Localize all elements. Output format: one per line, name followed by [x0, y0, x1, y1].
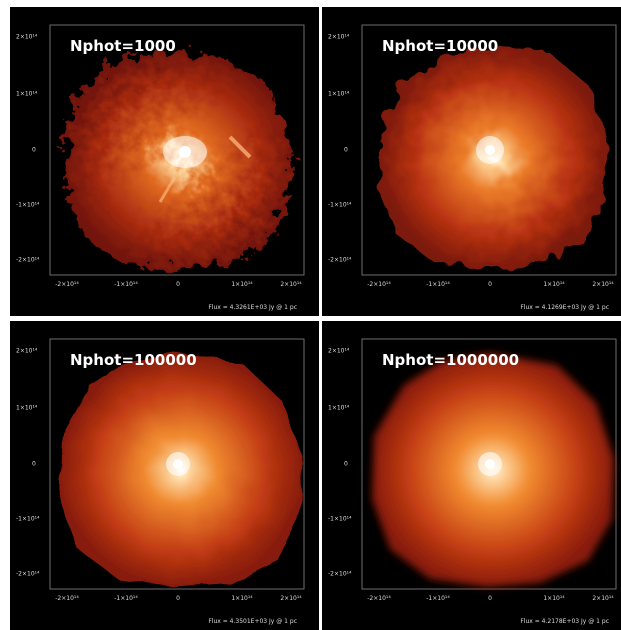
panel-image-10000 — [361, 24, 617, 276]
y-tick-label: 2×10¹⁴ — [328, 33, 350, 41]
x-tick-label: 0 — [488, 281, 492, 288]
x-tick-label: -1×10¹⁴ — [426, 281, 450, 288]
y-tick-label: -1×10¹⁴ — [16, 515, 40, 523]
y-tick-label: 0 — [32, 146, 36, 154]
flux-label: Flux = 4.1269E+03 Jy @ 1 pc — [520, 304, 609, 311]
y-tick-label: 1×10¹⁴ — [16, 90, 38, 98]
y-tick-label: -2×10¹⁴ — [328, 256, 352, 264]
flux-label: Flux = 4.3261E+03 Jy @ 1 pc — [208, 304, 297, 311]
y-tick-label: 1×10¹⁴ — [16, 404, 38, 412]
x-tick-label: 0 — [176, 595, 180, 602]
y-tick-label: -1×10¹⁴ — [16, 201, 40, 209]
flux-label: Flux = 4.2178E+03 Jy @ 1 pc — [520, 618, 609, 625]
panel-image-1000 — [49, 24, 305, 276]
streak — [158, 176, 177, 203]
image-panel-nphot-1000000: Nphot=1000000 Flux = 4.2178E+03 Jy @ 1 p… — [322, 321, 621, 630]
y-tick-label: 2×10¹⁴ — [16, 347, 38, 355]
y-tick-label: 0 — [32, 460, 36, 468]
image-panel-nphot-100000: Nphot=100000 Flux = 4.3501E+03 Jy @ 1 pc… — [10, 321, 319, 630]
panel-image-1000000 — [361, 338, 617, 590]
plot-frame — [361, 24, 617, 276]
x-tick-label: 0 — [488, 595, 492, 602]
central-star — [173, 459, 183, 469]
panel-image-100000 — [49, 338, 305, 590]
streak — [228, 135, 252, 159]
x-tick-label: -2×10¹⁴ — [367, 281, 391, 288]
panel-title: Nphot=100000 — [70, 351, 197, 369]
x-tick-label: 1×10¹⁴ — [231, 281, 253, 288]
y-tick-label: 1×10¹⁴ — [328, 404, 350, 412]
y-tick-label: -2×10¹⁴ — [328, 570, 352, 578]
x-tick-label: 1×10¹⁴ — [231, 595, 253, 602]
x-tick-label: 2×10¹⁴ — [280, 595, 302, 602]
x-tick-label: 0 — [176, 281, 180, 288]
plot-frame — [49, 24, 305, 276]
y-tick-label: 1×10¹⁴ — [328, 90, 350, 98]
y-tick-label: 2×10¹⁴ — [328, 347, 350, 355]
y-tick-label: -1×10¹⁴ — [328, 201, 352, 209]
plot-frame — [361, 338, 617, 590]
x-tick-label: 1×10¹⁴ — [543, 595, 565, 602]
panel-title: Nphot=1000 — [70, 37, 176, 55]
x-tick-label: -1×10¹⁴ — [114, 595, 138, 602]
y-tick-label: -2×10¹⁴ — [16, 256, 40, 264]
x-tick-label: -1×10¹⁴ — [426, 595, 450, 602]
y-tick-label: -2×10¹⁴ — [16, 570, 40, 578]
x-tick-label: 2×10¹⁴ — [592, 281, 614, 288]
central-star — [485, 459, 495, 469]
y-tick-label: 0 — [344, 460, 348, 468]
x-tick-label: 2×10¹⁴ — [592, 595, 614, 602]
x-tick-label: -2×10¹⁴ — [367, 595, 391, 602]
x-tick-label: -1×10¹⁴ — [114, 281, 138, 288]
x-tick-label: -2×10¹⁴ — [55, 595, 79, 602]
image-panel-nphot-1000: Nphot=1000 Flux = 4.3261E+03 Jy @ 1 pc 2… — [10, 7, 319, 316]
image-panel-nphot-10000: Nphot=10000 Flux = 4.1269E+03 Jy @ 1 pc … — [322, 7, 621, 316]
panel-title: Nphot=10000 — [382, 37, 499, 55]
x-tick-label: -2×10¹⁴ — [55, 281, 79, 288]
y-tick-label: 2×10¹⁴ — [16, 33, 38, 41]
y-tick-label: -1×10¹⁴ — [328, 515, 352, 523]
x-tick-label: 1×10¹⁴ — [543, 281, 565, 288]
flux-label: Flux = 4.3501E+03 Jy @ 1 pc — [208, 618, 297, 625]
central-star — [485, 145, 495, 155]
plot-frame — [49, 338, 305, 590]
central-star — [179, 146, 191, 158]
y-tick-label: 0 — [344, 146, 348, 154]
x-tick-label: 2×10¹⁴ — [280, 281, 302, 288]
panel-title: Nphot=1000000 — [382, 351, 520, 369]
